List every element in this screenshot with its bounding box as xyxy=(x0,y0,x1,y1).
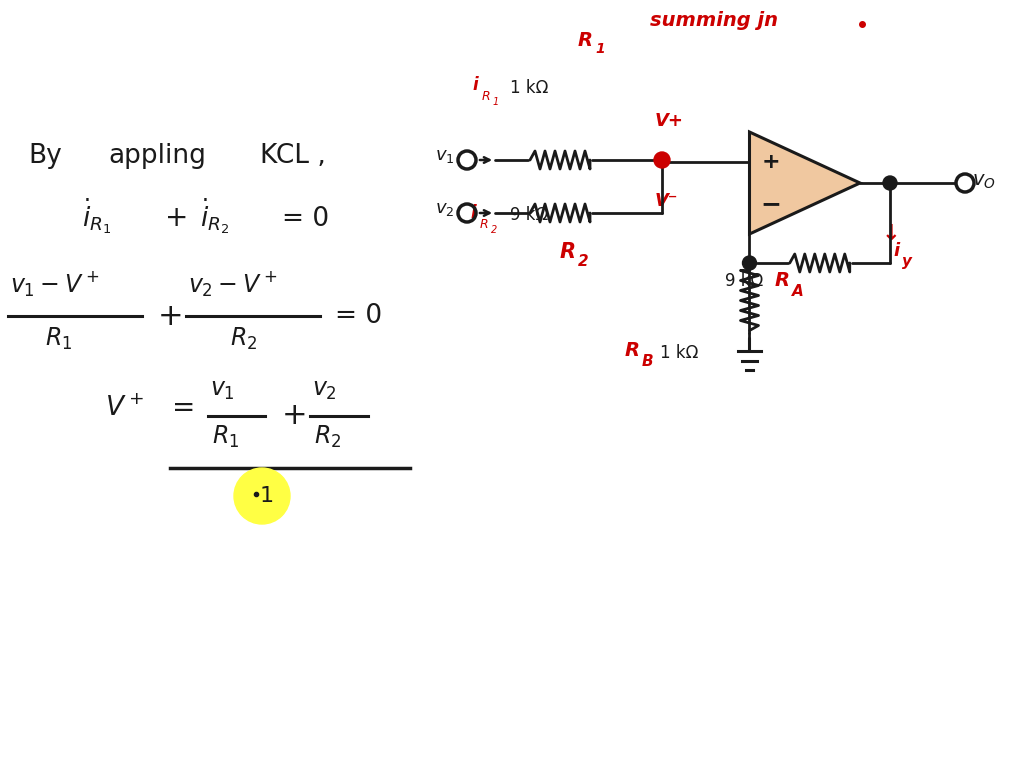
Text: $R_2$: $R_2$ xyxy=(230,326,257,353)
Text: $\dot{i}_{R_1}$: $\dot{i}_{R_1}$ xyxy=(82,196,112,236)
Text: −: − xyxy=(760,192,781,217)
Text: R: R xyxy=(480,218,488,231)
Text: 1 kΩ: 1 kΩ xyxy=(660,344,698,362)
Text: 1: 1 xyxy=(493,97,500,107)
Text: 1 kΩ: 1 kΩ xyxy=(510,79,549,97)
Text: i: i xyxy=(893,242,899,260)
Text: appling: appling xyxy=(108,143,206,169)
Text: $\dot{i}_{R_2}$: $\dot{i}_{R_2}$ xyxy=(200,196,229,236)
Text: +: + xyxy=(165,204,188,232)
Text: R: R xyxy=(625,341,640,360)
Text: =: = xyxy=(172,394,196,422)
Text: +: + xyxy=(158,302,183,330)
Text: 9 kΩ: 9 kΩ xyxy=(510,206,548,224)
Text: R: R xyxy=(578,31,593,50)
Text: R: R xyxy=(560,242,577,262)
Text: = 0: = 0 xyxy=(282,206,329,232)
Text: $v_1 - V^+$: $v_1 - V^+$ xyxy=(10,270,99,300)
Text: = 0: = 0 xyxy=(335,303,382,329)
Text: $R_1$: $R_1$ xyxy=(45,326,73,353)
Text: 2: 2 xyxy=(490,225,498,235)
Text: B: B xyxy=(642,354,653,369)
Text: $V^+$: $V^+$ xyxy=(105,396,144,422)
Text: 1: 1 xyxy=(260,486,274,506)
Polygon shape xyxy=(750,132,860,234)
Text: $v_1$: $v_1$ xyxy=(435,147,455,165)
Circle shape xyxy=(654,152,670,168)
Text: ↓: ↓ xyxy=(882,224,901,244)
Text: $v_2$: $v_2$ xyxy=(312,378,337,402)
Text: By: By xyxy=(28,143,61,169)
Text: 9 kΩ: 9 kΩ xyxy=(725,272,763,290)
Text: V+: V+ xyxy=(655,112,684,130)
Text: $R_1$: $R_1$ xyxy=(212,424,240,450)
Circle shape xyxy=(742,256,757,270)
Text: $v_2$: $v_2$ xyxy=(435,200,455,218)
Text: $v_2 - V^+$: $v_2 - V^+$ xyxy=(188,270,278,300)
Text: i: i xyxy=(470,204,476,222)
Text: $v_O$: $v_O$ xyxy=(972,172,995,191)
Text: KCL ,: KCL , xyxy=(260,143,326,169)
Text: A: A xyxy=(792,284,804,299)
Circle shape xyxy=(883,176,897,190)
Text: 1: 1 xyxy=(595,42,604,56)
Text: +: + xyxy=(762,152,780,172)
Text: i: i xyxy=(472,76,478,94)
Text: $v_1$: $v_1$ xyxy=(210,378,234,402)
Text: 2: 2 xyxy=(578,254,589,269)
Text: $R_2$: $R_2$ xyxy=(314,424,341,450)
Text: V⁻: V⁻ xyxy=(655,192,678,210)
Text: R: R xyxy=(775,271,790,290)
Circle shape xyxy=(234,468,290,524)
Text: +: + xyxy=(282,402,307,431)
Text: summing jn: summing jn xyxy=(650,11,778,30)
Text: R: R xyxy=(482,90,490,103)
Text: y: y xyxy=(902,254,912,269)
